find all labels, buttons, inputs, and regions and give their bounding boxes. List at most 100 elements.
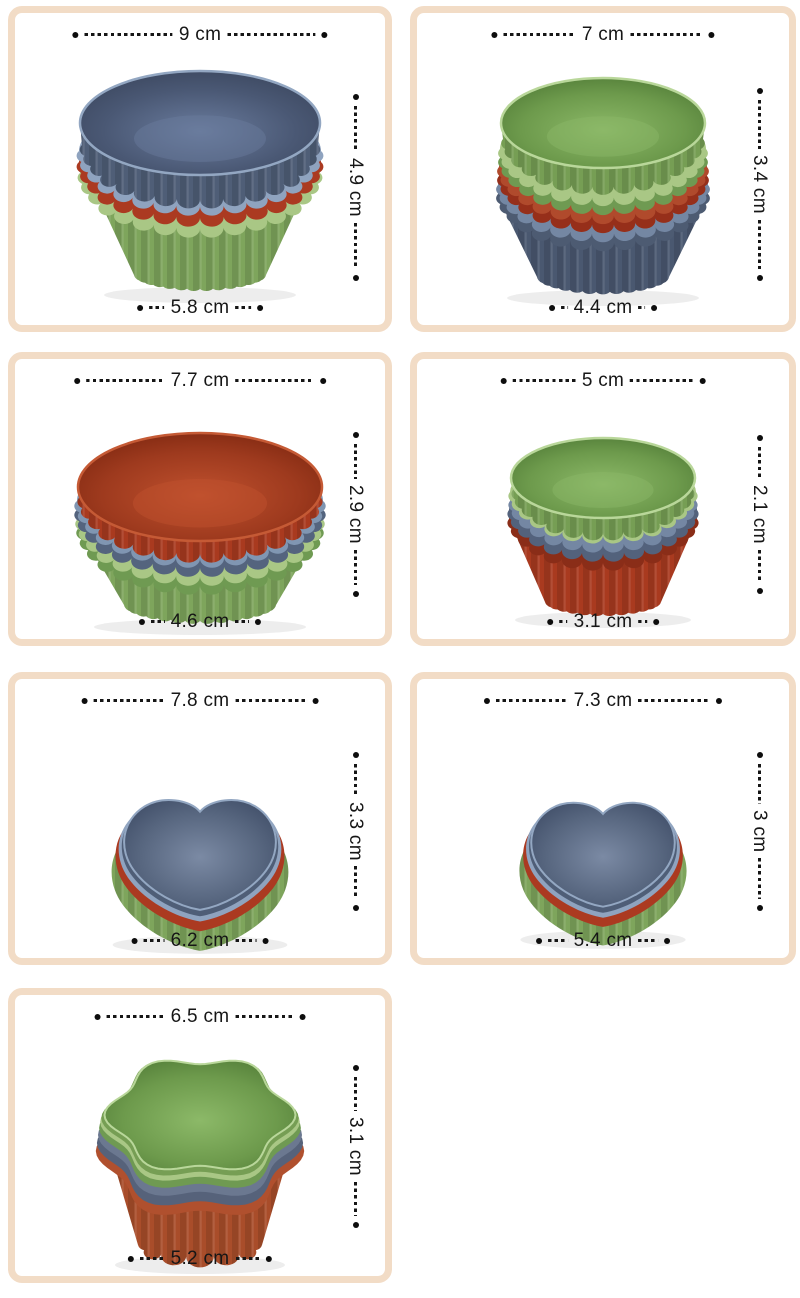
dimension-dash-line: [235, 939, 257, 942]
dimension-dash-line: [235, 1257, 261, 1260]
dimension-dash-line: [227, 33, 316, 36]
dimension-endpoint-dot: [94, 1013, 101, 1020]
cup-stack-photo-round-mini: [507, 436, 699, 628]
dimension-dash-line: [86, 379, 165, 382]
bottom-width-value: 3.1 cm: [573, 611, 633, 632]
cup-wall-flutes: [511, 478, 695, 541]
cup-rim: [103, 1059, 297, 1171]
dimension-dash-line: [235, 699, 307, 702]
dimension-endpoint-dot: [483, 697, 490, 704]
dimension-endpoint-dot: [491, 31, 498, 38]
dimension-endpoint-dot: [650, 304, 657, 311]
spec-panel-round-wide-shallow: 7.7 cm 2.9 cm 4.6 cm: [8, 352, 392, 646]
cup-rim: [76, 431, 324, 543]
dimension-dash-line: [758, 549, 761, 583]
cup-rim: [499, 76, 707, 170]
height-dimension: 2.1 cm: [749, 434, 770, 595]
spec-panel-heart-small: 7.3 cm 3 cm 5.4 cm: [410, 672, 796, 965]
dimension-endpoint-dot: [756, 751, 763, 758]
dimension-dash-line: [559, 620, 568, 623]
top-width-value: 7 cm: [581, 24, 625, 45]
dimension-dash-line: [638, 939, 658, 942]
top-width-dimension: 7.8 cm: [81, 691, 319, 710]
bottom-width-value: 5.4 cm: [573, 930, 633, 951]
dimension-endpoint-dot: [536, 937, 543, 944]
cup-floor: [132, 478, 268, 528]
dimension-dash-line: [758, 220, 761, 270]
cup-stack-photo-round-medium: [496, 76, 710, 306]
dimension-dash-line: [354, 1182, 357, 1217]
dimension-endpoint-dot: [255, 618, 262, 625]
height-dimension: 3.3 cm: [345, 751, 366, 911]
dimension-endpoint-dot: [131, 937, 138, 944]
dimension-endpoint-dot: [756, 87, 763, 94]
bottom-width-dimension: 3.1 cm: [547, 612, 659, 631]
dimension-endpoint-dot: [352, 275, 359, 282]
dimension-endpoint-dot: [547, 618, 554, 625]
dimension-dash-line: [758, 99, 761, 150]
cup-floor: [134, 115, 266, 162]
dimension-endpoint-dot: [299, 1013, 306, 1020]
dimension-endpoint-dot: [312, 697, 319, 704]
dimension-endpoint-dot: [262, 937, 269, 944]
cup-stack-photo-heart-large: [111, 799, 289, 954]
dimension-endpoint-dot: [756, 588, 763, 595]
dimension-endpoint-dot: [352, 591, 359, 597]
cup-interior: [531, 802, 675, 907]
dimension-dash-line: [143, 939, 165, 942]
bottom-width-dimension: 5.8 cm: [137, 298, 263, 317]
dimension-dash-line: [354, 549, 357, 585]
height-dimension: 3 cm: [749, 751, 770, 911]
dimension-endpoint-dot: [74, 377, 81, 384]
top-width-dimension: 9 cm: [72, 24, 328, 45]
dimension-endpoint-dot: [756, 434, 763, 441]
dimension-dash-line: [638, 699, 711, 702]
top-width-dimension: 7 cm: [491, 24, 715, 45]
top-width-value: 7.7 cm: [170, 370, 230, 391]
cup-floor: [552, 472, 654, 508]
cup-shadow: [104, 287, 296, 303]
cup-interior: [78, 433, 322, 541]
top-width-value: 5 cm: [581, 370, 625, 391]
cup-floor: [546, 116, 660, 157]
cup-stack-photo-round-shallow: [74, 431, 326, 635]
cup-stack-photo-round-large: [76, 69, 324, 303]
dimension-endpoint-dot: [266, 1255, 273, 1262]
spec-panel-round-mini: 5 cm 2.1 cm 3.1 cm: [410, 352, 796, 646]
dimension-endpoint-dot: [716, 697, 723, 704]
cup-shadow: [94, 619, 306, 635]
bottom-width-value: 6.2 cm: [170, 930, 230, 951]
cup-rim: [78, 69, 322, 177]
dimension-endpoint-dot: [549, 304, 556, 311]
bottom-width-dimension: 4.4 cm: [549, 298, 657, 317]
dimension-dash-line: [512, 379, 576, 382]
dimension-dash-line: [139, 1257, 165, 1260]
spec-panel-flower: 6.5 cm 3.1 cm 5.2 cm: [8, 988, 392, 1283]
dimension-endpoint-dot: [352, 94, 359, 101]
dimension-endpoint-dot: [137, 304, 144, 311]
bottom-width-value: 5.8 cm: [170, 297, 230, 318]
cup-interior: [80, 71, 320, 175]
dimension-dash-line: [354, 763, 357, 796]
height-dimension: 3.4 cm: [749, 87, 770, 282]
top-width-dimension: 6.5 cm: [94, 1006, 306, 1027]
height-dimension: 4.9 cm: [345, 94, 366, 282]
dimension-dash-line: [354, 1077, 357, 1112]
cup-rim: [530, 801, 676, 908]
dimension-endpoint-dot: [321, 31, 328, 38]
dimension-dash-line: [548, 939, 568, 942]
height-value: 3.4 cm: [749, 155, 770, 215]
dimension-endpoint-dot: [319, 377, 326, 384]
height-dimension: 3.1 cm: [345, 1065, 366, 1229]
top-width-value: 9 cm: [178, 24, 222, 45]
dimension-dash-line: [638, 306, 645, 309]
cup-rim: [123, 799, 277, 911]
dimension-endpoint-dot: [352, 1222, 359, 1229]
height-dimension: 2.9 cm: [345, 431, 366, 597]
dimension-endpoint-dot: [256, 304, 263, 311]
top-width-dimension: 7.3 cm: [483, 691, 723, 710]
top-width-value: 6.5 cm: [170, 1006, 230, 1027]
dimension-dash-line: [630, 379, 694, 382]
dimension-endpoint-dot: [500, 377, 507, 384]
dimension-dash-line: [149, 306, 165, 309]
